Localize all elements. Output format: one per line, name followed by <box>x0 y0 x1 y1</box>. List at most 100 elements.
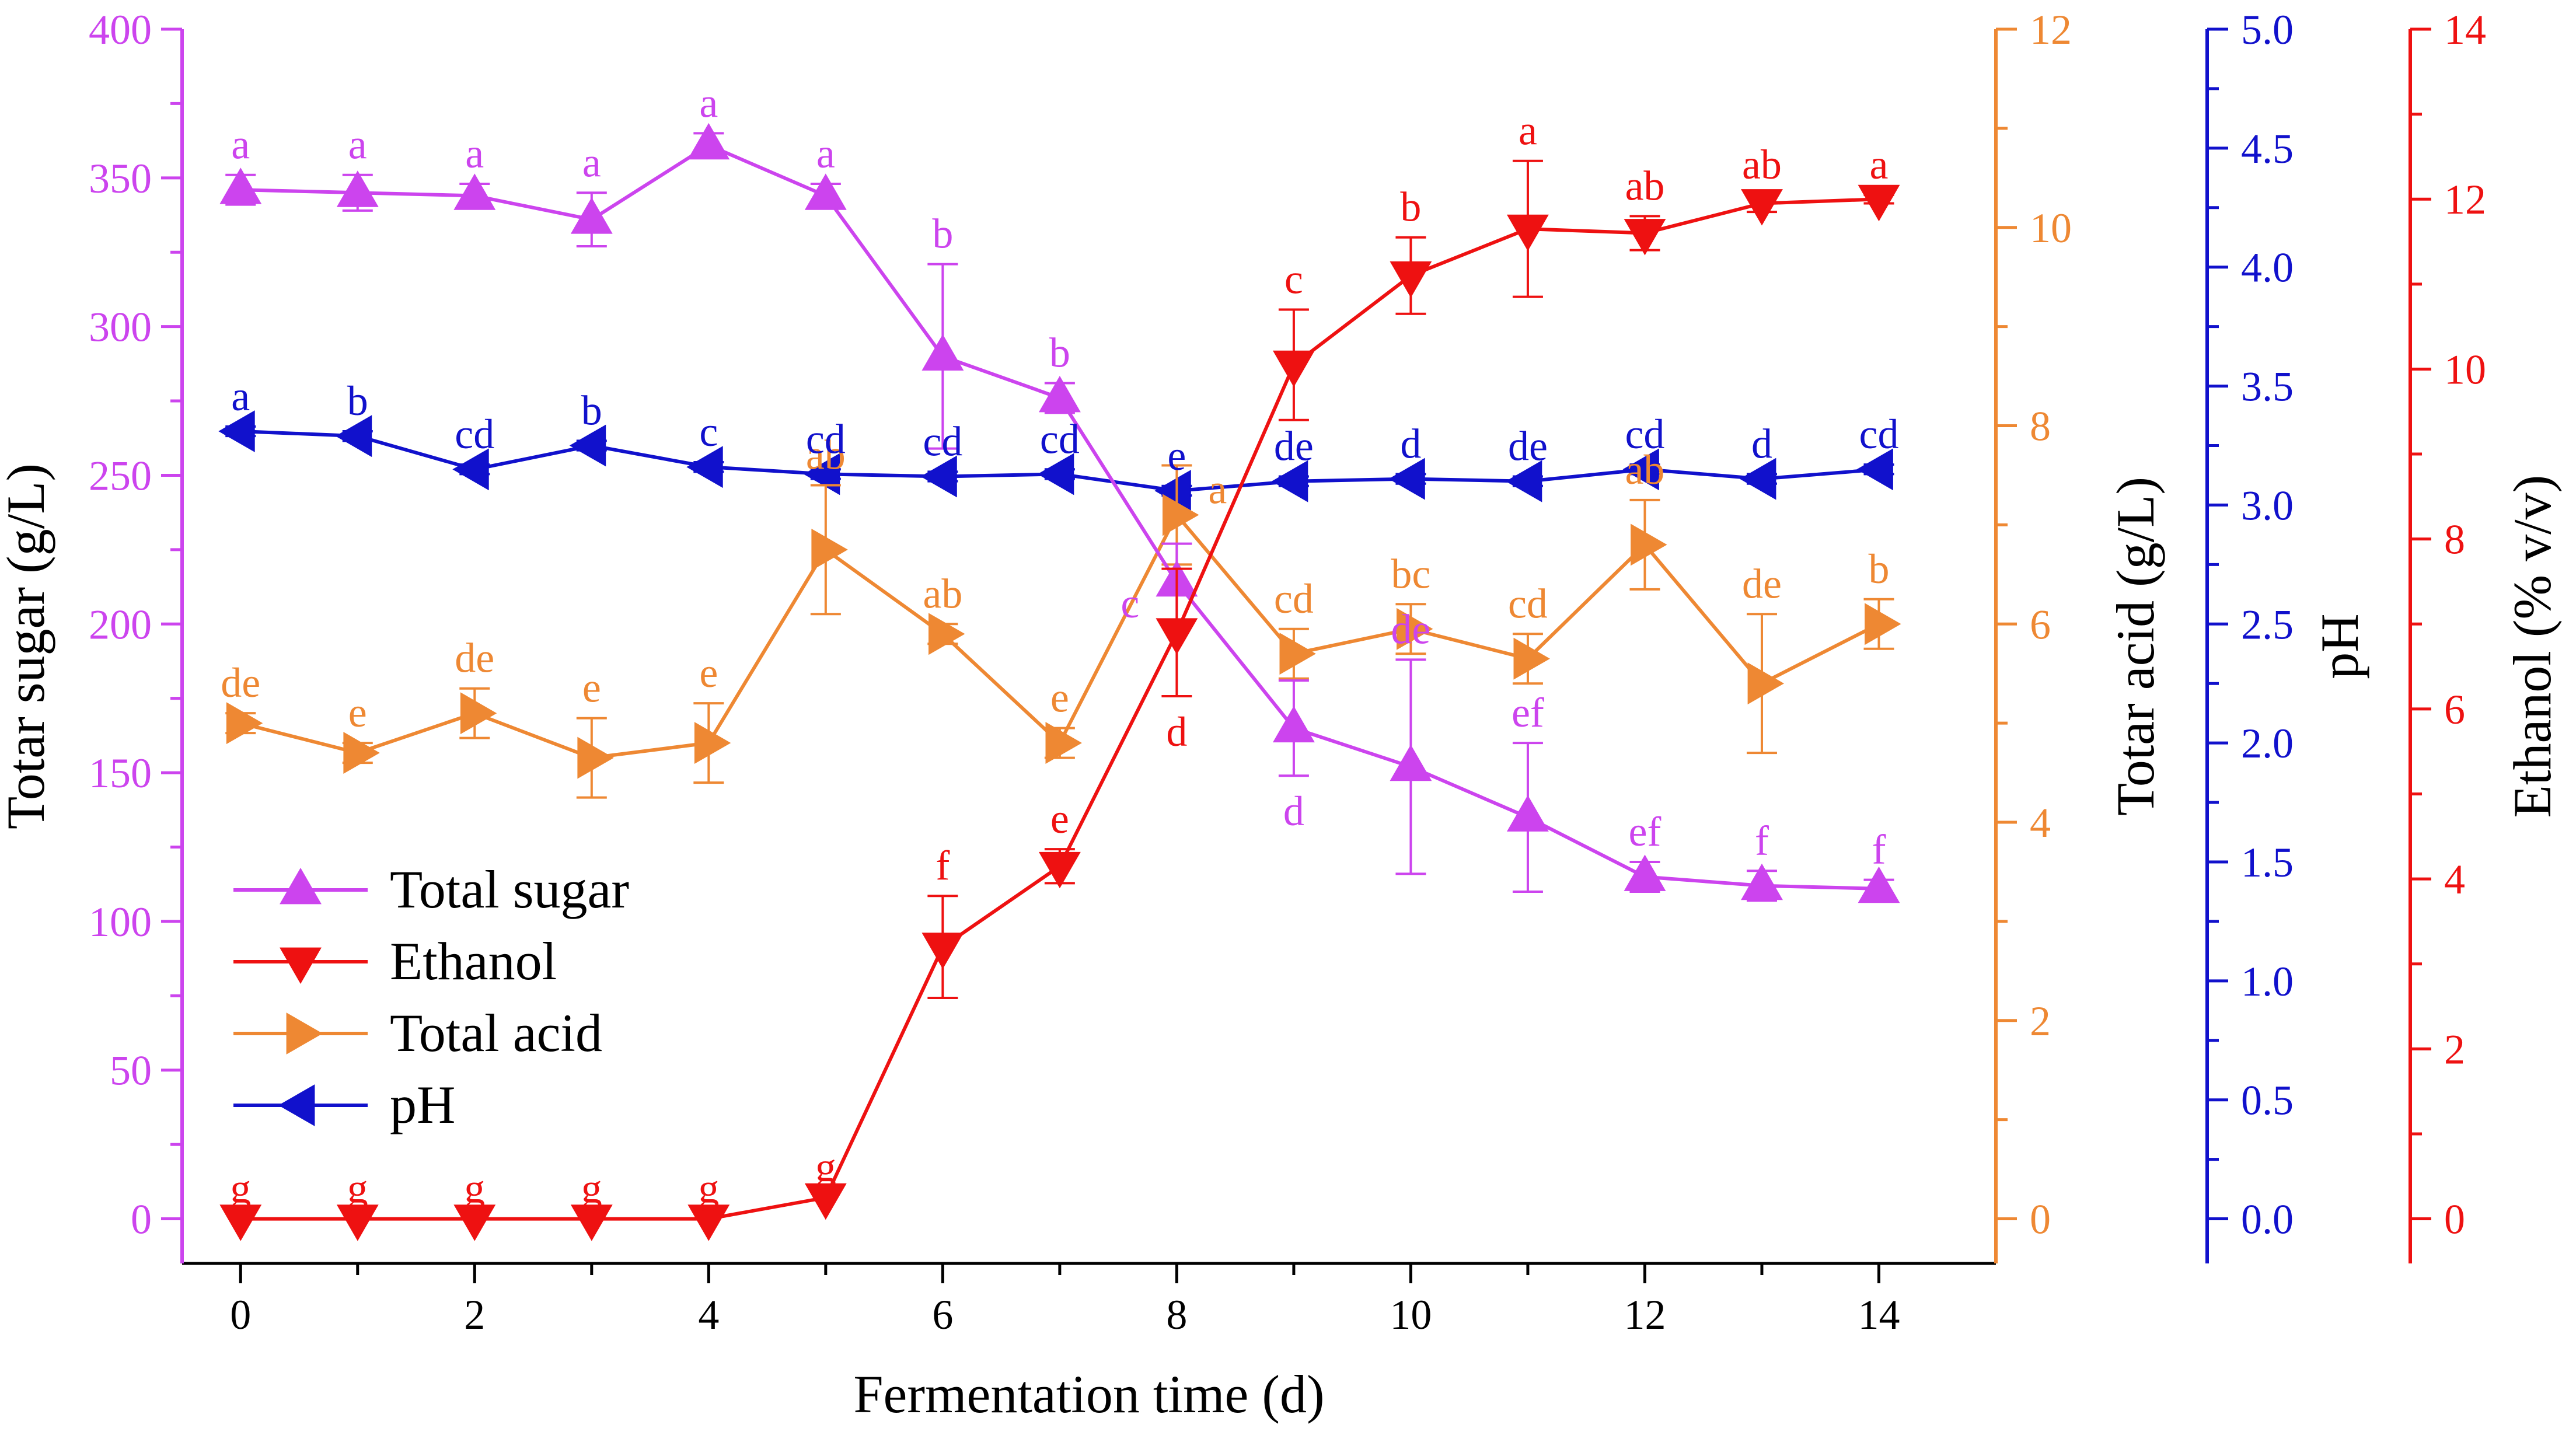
total-acid-letter: cd <box>1508 580 1548 627</box>
ph-tick-label: 2.0 <box>2241 720 2294 767</box>
total-acid-letter: de <box>455 635 494 682</box>
ph-tick-label: 4.5 <box>2241 125 2294 172</box>
ph-point <box>1037 453 1074 495</box>
sugar-tick-label: 350 <box>89 155 152 202</box>
total-acid-point <box>226 702 263 745</box>
total-sugar-letter: c <box>1121 580 1139 627</box>
ethanol-letter: g <box>698 1165 719 1212</box>
total-sugar-point <box>570 197 613 234</box>
sugar-axis: 0 50 100 150 200 250 300 350 400 Totar sugar (g/L… <box>0 6 184 1263</box>
total-acid-point <box>694 722 731 764</box>
ethanol-letter: g <box>464 1165 485 1212</box>
ph-letter: de <box>1508 423 1548 469</box>
total-sugar-letter: d <box>1283 788 1304 835</box>
total-sugar-point <box>922 334 964 371</box>
total-sugar-point <box>1858 866 1900 903</box>
x-tick-label: 0 <box>230 1291 251 1338</box>
total-acid-point <box>1865 603 1901 645</box>
ethanol-tick-label: 2 <box>2444 1026 2465 1073</box>
ethanol-letter: d <box>1166 708 1187 755</box>
total-acid-letter: a <box>1208 466 1227 512</box>
sugar-tick-label: 0 <box>131 1196 152 1243</box>
ethanol-point <box>1506 214 1549 252</box>
legend: Total sugar Ethanol Total acid pH <box>233 860 629 1134</box>
total-sugar-letter: a <box>699 79 718 126</box>
total-acid-letter: ab <box>806 431 846 478</box>
ph-letter: a <box>231 373 250 420</box>
ethanol-letter: e <box>1050 795 1069 842</box>
total-acid-point <box>460 692 497 735</box>
ph-letter: b <box>347 378 368 424</box>
total-acid-point <box>1397 607 1433 650</box>
x-tick-label: 6 <box>932 1291 953 1338</box>
legend-swatch-marker <box>280 867 322 905</box>
total-sugar-point <box>1272 706 1315 743</box>
ethanol-letter: ab <box>1742 141 1782 188</box>
ethanol-tick-label: 0 <box>2444 1196 2465 1243</box>
total-acid-letter: e <box>348 689 367 736</box>
ethanol-letter: c <box>1284 256 1303 303</box>
sugar-tick-label: 300 <box>89 304 152 351</box>
total-acid-letter: de <box>1742 560 1782 607</box>
total-acid-point <box>811 528 848 571</box>
ethanol-point <box>453 1204 496 1241</box>
legend-label: Total sugar <box>390 860 629 919</box>
total-sugar-point <box>336 170 379 207</box>
total-acid-letter: ab <box>923 570 962 617</box>
ph-tick-label: 0.0 <box>2241 1196 2294 1243</box>
total-acid-point <box>929 613 965 655</box>
acid-tick-label: 12 <box>2030 6 2072 53</box>
acid-axis: 0 2 4 6 8 10 12 Totar acid (g/L) <box>1994 6 2165 1263</box>
ph-point <box>1739 458 1776 500</box>
total-acid-letter: e <box>582 665 601 711</box>
ethanol-point <box>1038 851 1081 889</box>
total-acid-point <box>1747 662 1785 705</box>
ph-point <box>1388 458 1425 500</box>
ph-point <box>218 410 255 452</box>
total-sugar-line <box>240 143 1879 891</box>
ethanol-tick-label: 4 <box>2444 856 2465 903</box>
total-sugar-letter: a <box>816 130 835 177</box>
total-acid-point <box>577 736 614 779</box>
acid-tick-label: 8 <box>2030 403 2051 450</box>
total-sugar-point <box>453 173 496 210</box>
ethanol-axis: 0 2 4 6 8 10 12 14 Ethanol (% v/v) <box>2409 6 2562 1263</box>
ph-letter: cd <box>806 416 846 462</box>
ethanol-point <box>804 1183 847 1220</box>
ethanol-tick-label: 10 <box>2444 346 2486 393</box>
ph-letter: cd <box>1625 411 1664 458</box>
ethanol-tick-label: 6 <box>2444 686 2465 733</box>
total-acid-letter: e <box>1050 675 1069 721</box>
legend-swatch-marker <box>280 947 322 984</box>
ph-tick-label: 0.5 <box>2241 1077 2294 1124</box>
ph-tick-label: 4.0 <box>2241 245 2294 291</box>
total-sugar-letter: b <box>1049 329 1070 376</box>
total-sugar-letter: a <box>465 130 484 177</box>
ethanol-point <box>1390 261 1432 298</box>
ethanol-point <box>219 1204 262 1241</box>
total-acid-point <box>1513 637 1550 680</box>
ethanol-point <box>1624 219 1666 256</box>
total-sugar-point <box>1390 744 1432 781</box>
ph-point <box>1856 448 1893 491</box>
total-acid-point <box>343 732 380 774</box>
ethanol-tick-label: 12 <box>2444 176 2486 223</box>
total-sugar-point <box>1624 854 1666 891</box>
sugar-tick-label: 250 <box>89 452 152 499</box>
ph-point <box>920 455 957 498</box>
x-tick-label: 12 <box>1624 1291 1666 1338</box>
ethanol-point <box>1741 189 1783 226</box>
total-sugar-letter: ef <box>1512 689 1544 736</box>
ethanol-point <box>1272 350 1315 387</box>
ph-point <box>1505 460 1542 502</box>
ethanol-letter: g <box>347 1165 368 1212</box>
total-acid-letter: b <box>1868 546 1889 592</box>
legend-item-total-sugar: Total sugar <box>233 860 629 919</box>
ethanol-point <box>922 933 964 969</box>
total-sugar-letter: b <box>932 211 953 257</box>
ethanol-point <box>1858 184 1900 222</box>
total-sugar-letter: f <box>1755 817 1769 864</box>
total-acid-series <box>225 464 1901 799</box>
